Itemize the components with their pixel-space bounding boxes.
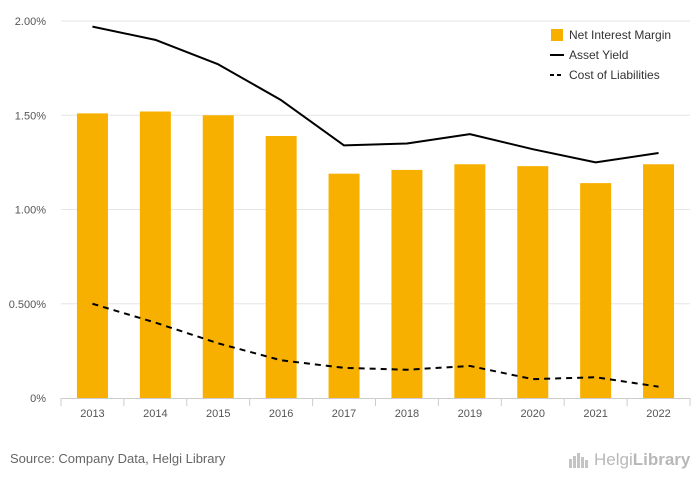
legend-label: Net Interest Margin xyxy=(569,28,671,42)
x-axis: 2013 2014 2015 2016 2017 2018 2019 2020 2021 2022 xyxy=(60,398,691,420)
bar xyxy=(265,135,297,399)
x-tick-label: 2014 xyxy=(143,408,167,420)
legend-label: Cost of Liabilities xyxy=(569,68,660,82)
legend-label: Asset Yield xyxy=(569,48,628,62)
bar xyxy=(454,164,486,398)
bar xyxy=(76,113,108,399)
line-asset-yield xyxy=(92,25,659,164)
chart: 0% 0.500% 1.00% 1.50% 2.00% 2013 2014 2015 2016… xyxy=(9,16,691,420)
y-tick-label: 1.00% xyxy=(15,205,46,217)
logo-text-light: Helgi xyxy=(594,450,633,469)
x-tick-label: 2015 xyxy=(206,408,230,420)
line-series xyxy=(92,25,659,388)
bar xyxy=(202,115,234,398)
x-tick-label: 2016 xyxy=(269,408,293,420)
bar xyxy=(328,173,360,398)
helgi-logo-icon xyxy=(569,453,588,468)
bar xyxy=(139,111,171,398)
x-tick-label: 2013 xyxy=(80,408,104,420)
bar xyxy=(391,169,423,398)
bar xyxy=(580,183,612,398)
logo-text-bold: Library xyxy=(632,450,691,469)
y-axis-ticks: 0% 0.500% 1.00% 1.50% 2.00% xyxy=(9,16,47,405)
x-tick-label: 2017 xyxy=(332,408,356,420)
x-tick-label: 2021 xyxy=(583,408,607,420)
legend: Net Interest Margin Asset Yield Cost of Li… xyxy=(550,28,671,82)
x-tick-label: 2022 xyxy=(646,408,670,420)
y-tick-label: 2.00% xyxy=(15,16,46,28)
bar xyxy=(517,166,549,398)
x-tick-label: 2018 xyxy=(395,408,419,420)
line-cost-of-liabilities xyxy=(92,302,659,388)
x-tick-label: 2020 xyxy=(521,408,545,420)
y-tick-label: 0.500% xyxy=(9,299,47,311)
y-tick-label: 1.50% xyxy=(15,110,46,122)
legend-swatch xyxy=(551,29,563,41)
helgi-library-logo: HelgiLibrary xyxy=(568,449,690,471)
x-tick-label: 2019 xyxy=(458,408,482,420)
y-tick-label: 0% xyxy=(30,393,46,405)
bar xyxy=(643,164,675,398)
bar-series-net-interest-margin xyxy=(76,111,675,399)
source-note: Source: Company Data, Helgi Library xyxy=(10,451,226,466)
